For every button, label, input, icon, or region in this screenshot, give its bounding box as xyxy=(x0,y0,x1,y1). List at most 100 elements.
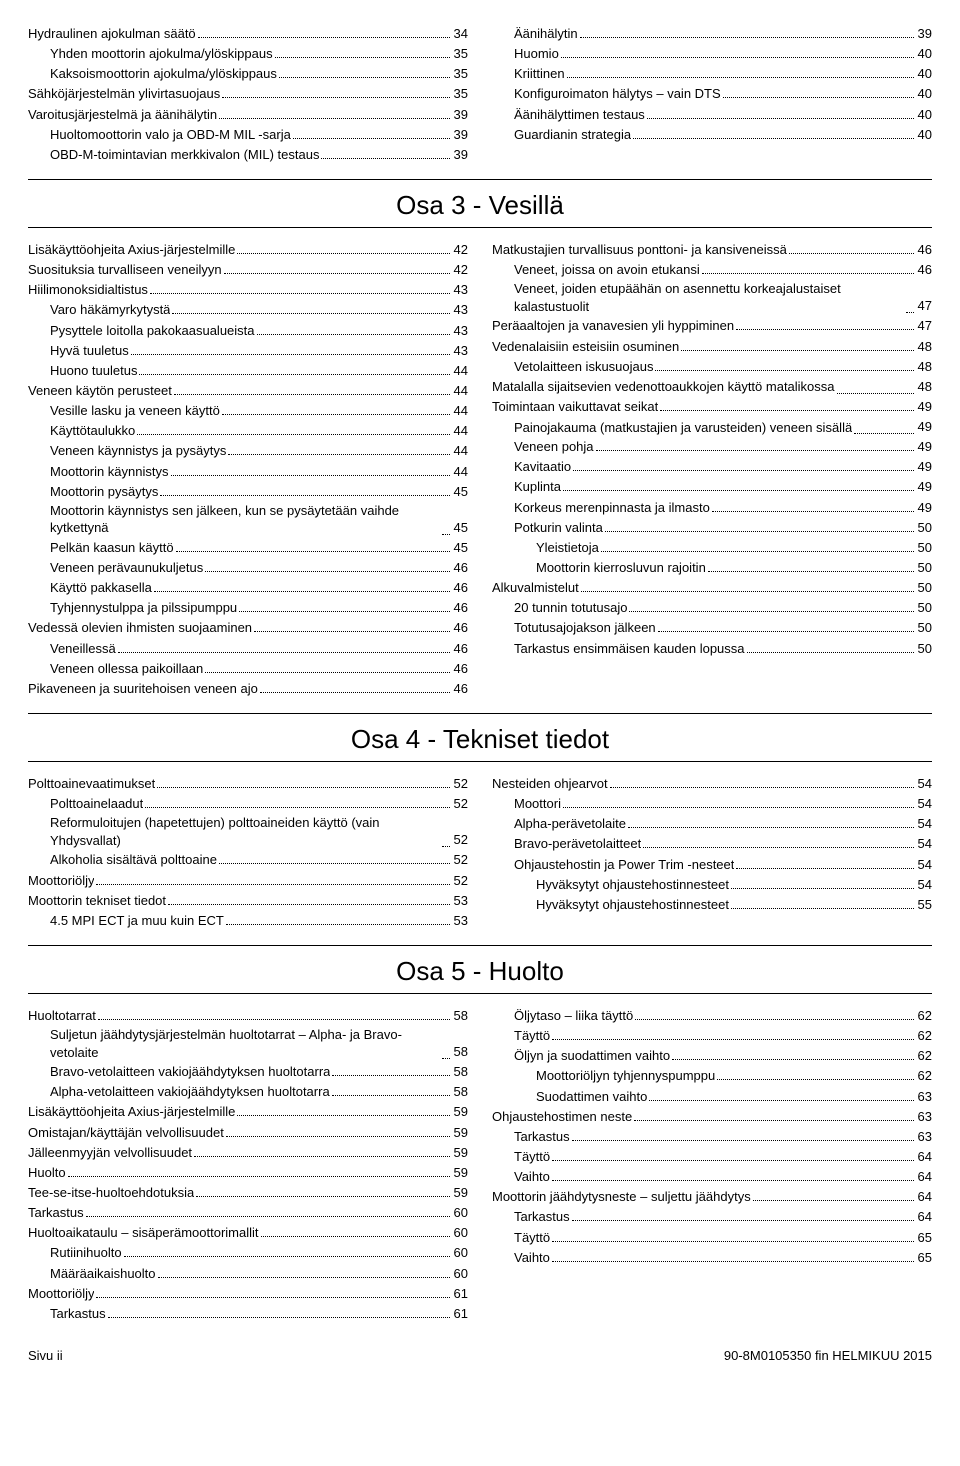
section-title-osa4: Osa 4 - Tekniset tiedot xyxy=(28,724,932,755)
toc-entry: Kaksoismoottorin ajokulma/ylöskippaus35 xyxy=(28,64,468,84)
toc-page: 35 xyxy=(452,64,468,84)
toc-label: Vaihto xyxy=(514,1167,550,1187)
toc-label: Hydraulinen ajokulman säätö xyxy=(28,24,196,44)
toc-entry: Huoltoaikataulu – sisäperämoottorimallit… xyxy=(28,1223,468,1243)
toc-entry: Huolto59 xyxy=(28,1163,468,1183)
toc-label: Yhden moottorin ajokulma/ylöskippaus xyxy=(50,44,273,64)
toc-entry: Käyttötaulukko44 xyxy=(28,421,468,441)
toc-page: 46 xyxy=(452,618,468,638)
toc-entry: OBD-M-toimintavian merkkivalon (MIL) tes… xyxy=(28,145,468,165)
toc-label: Huoltotarrat xyxy=(28,1006,96,1026)
toc-label: Kavitaatio xyxy=(514,457,571,477)
toc-leader xyxy=(237,1115,449,1116)
toc-label: Veneen käytön perusteet xyxy=(28,381,172,401)
toc-entry: Moottorin tekniset tiedot53 xyxy=(28,891,468,911)
toc-leader xyxy=(139,374,449,375)
toc-page: 39 xyxy=(916,24,932,44)
divider xyxy=(28,993,932,994)
toc-page: 52 xyxy=(452,794,468,814)
toc-leader xyxy=(442,534,450,535)
toc-label: Moottorin käynnistys sen jälkeen, kun se… xyxy=(50,502,440,538)
divider xyxy=(28,179,932,180)
osa4-left-col: Polttoainevaatimukset52Polttoainelaadut5… xyxy=(28,774,468,931)
toc-page: 61 xyxy=(452,1304,468,1324)
toc-label: Rutiinihuolto xyxy=(50,1243,122,1263)
toc-page: 63 xyxy=(916,1127,932,1147)
toc-leader xyxy=(442,846,450,847)
toc-entry: Veneen pohja49 xyxy=(492,437,932,457)
toc-page: 48 xyxy=(916,377,932,397)
toc-label: Huono tuuletus xyxy=(50,361,137,381)
toc-page: 50 xyxy=(916,639,932,659)
toc-label: Tarkastus xyxy=(28,1203,84,1223)
toc-entry: Varoitusjärjestelmä ja äänihälytin39 xyxy=(28,105,468,125)
toc-page: 49 xyxy=(916,457,932,477)
top-columns: Hydraulinen ajokulman säätö34Yhden moott… xyxy=(28,24,932,165)
toc-label: Moottorin tekniset tiedot xyxy=(28,891,166,911)
toc-page: 43 xyxy=(452,300,468,320)
toc-entry: Alkuvalmistelut50 xyxy=(492,578,932,598)
toc-leader xyxy=(731,888,914,889)
toc-entry: Vetolaitteen iskusuojaus48 xyxy=(492,357,932,377)
toc-leader xyxy=(581,591,914,592)
toc-page: 40 xyxy=(916,84,932,104)
toc-page: 46 xyxy=(452,639,468,659)
toc-leader xyxy=(649,1100,913,1101)
divider xyxy=(28,945,932,946)
toc-entry: Moottorin jäähdytysneste – suljettu jääh… xyxy=(492,1187,932,1207)
osa5-left-col: Huoltotarrat58Suljetun jäähdytysjärjeste… xyxy=(28,1006,468,1324)
toc-leader xyxy=(137,434,449,435)
toc-page: 54 xyxy=(916,794,932,814)
toc-entry: Kriittinen40 xyxy=(492,64,932,84)
toc-page: 63 xyxy=(916,1107,932,1127)
toc-leader xyxy=(332,1075,449,1076)
toc-label: Yleistietoja xyxy=(536,538,599,558)
toc-page: 62 xyxy=(916,1026,932,1046)
toc-entry: Ohjaustehostin ja Power Trim -nesteet54 xyxy=(492,855,932,875)
toc-label: 4.5 MPI ECT ja muu kuin ECT xyxy=(50,911,224,931)
toc-label: Omistajan/käyttäjän velvollisuudet xyxy=(28,1123,224,1143)
toc-label: Äänihälyttimen testaus xyxy=(514,105,645,125)
toc-entry: Veneen käynnistys ja pysäytys44 xyxy=(28,441,468,461)
toc-leader xyxy=(205,672,449,673)
toc-label: Huomio xyxy=(514,44,559,64)
toc-label: Guardianin strategia xyxy=(514,125,631,145)
toc-leader xyxy=(658,631,914,632)
toc-label: OBD-M-toimintavian merkkivalon (MIL) tes… xyxy=(50,145,319,165)
toc-leader xyxy=(108,1317,450,1318)
toc-entry: 20 tunnin totutusajo50 xyxy=(492,598,932,618)
toc-label: 20 tunnin totutusajo xyxy=(514,598,627,618)
toc-leader xyxy=(205,571,449,572)
toc-page: 43 xyxy=(452,280,468,300)
toc-label: Bravo-perävetolaitteet xyxy=(514,834,641,854)
toc-entry: Matalalla sijaitsevien vedenottoaukkojen… xyxy=(492,377,932,397)
toc-leader xyxy=(176,551,450,552)
toc-entry: Vesille lasku ja veneen käyttö44 xyxy=(28,401,468,421)
toc-label: Peräaaltojen ja vanavesien yli hyppimine… xyxy=(492,316,734,336)
toc-page: 52 xyxy=(452,830,468,850)
toc-leader xyxy=(580,37,914,38)
toc-entry: Matalalla sijaitsevien vedenottoaukkojen… xyxy=(492,377,932,397)
toc-label: Hyväksytyt ohjaustehostinnesteet xyxy=(536,875,729,895)
toc-page: 47 xyxy=(916,316,932,336)
toc-page: 64 xyxy=(916,1147,932,1167)
toc-label: Äänihälytin xyxy=(514,24,578,44)
toc-label: Reformuloitujen (hapetettujen) polttoain… xyxy=(50,814,440,850)
toc-label: Veneet, joissa on avoin etukansi xyxy=(514,260,700,280)
toc-leader xyxy=(789,253,914,254)
divider xyxy=(28,713,932,714)
toc-leader xyxy=(332,1095,450,1096)
toc-page: 65 xyxy=(916,1248,932,1268)
toc-entry: 4.5 MPI ECT ja muu kuin ECT 53 xyxy=(28,911,468,931)
toc-label: Matalalla sijaitsevien vedenottoaukkojen… xyxy=(492,378,835,397)
toc-entry: Nesteiden ohjearvot54 xyxy=(492,774,932,794)
toc-entry: Toimintaan vaikuttavat seikat49 xyxy=(492,397,932,417)
toc-label: Pikaveneen ja suuritehoisen veneen ajo xyxy=(28,679,258,699)
toc-leader xyxy=(596,450,914,451)
toc-entry: Käyttö pakkasella46 xyxy=(28,578,468,598)
toc-entry: Suljetun jäähdytysjärjestelmän huoltotar… xyxy=(50,1026,468,1062)
toc-label: Moottorin pysäytys xyxy=(50,482,158,502)
toc-page: 53 xyxy=(452,911,468,931)
toc-label: Varo häkämyrkytystä xyxy=(50,300,170,320)
toc-label: Huoltoaikataulu – sisäperämoottorimallit xyxy=(28,1223,259,1243)
